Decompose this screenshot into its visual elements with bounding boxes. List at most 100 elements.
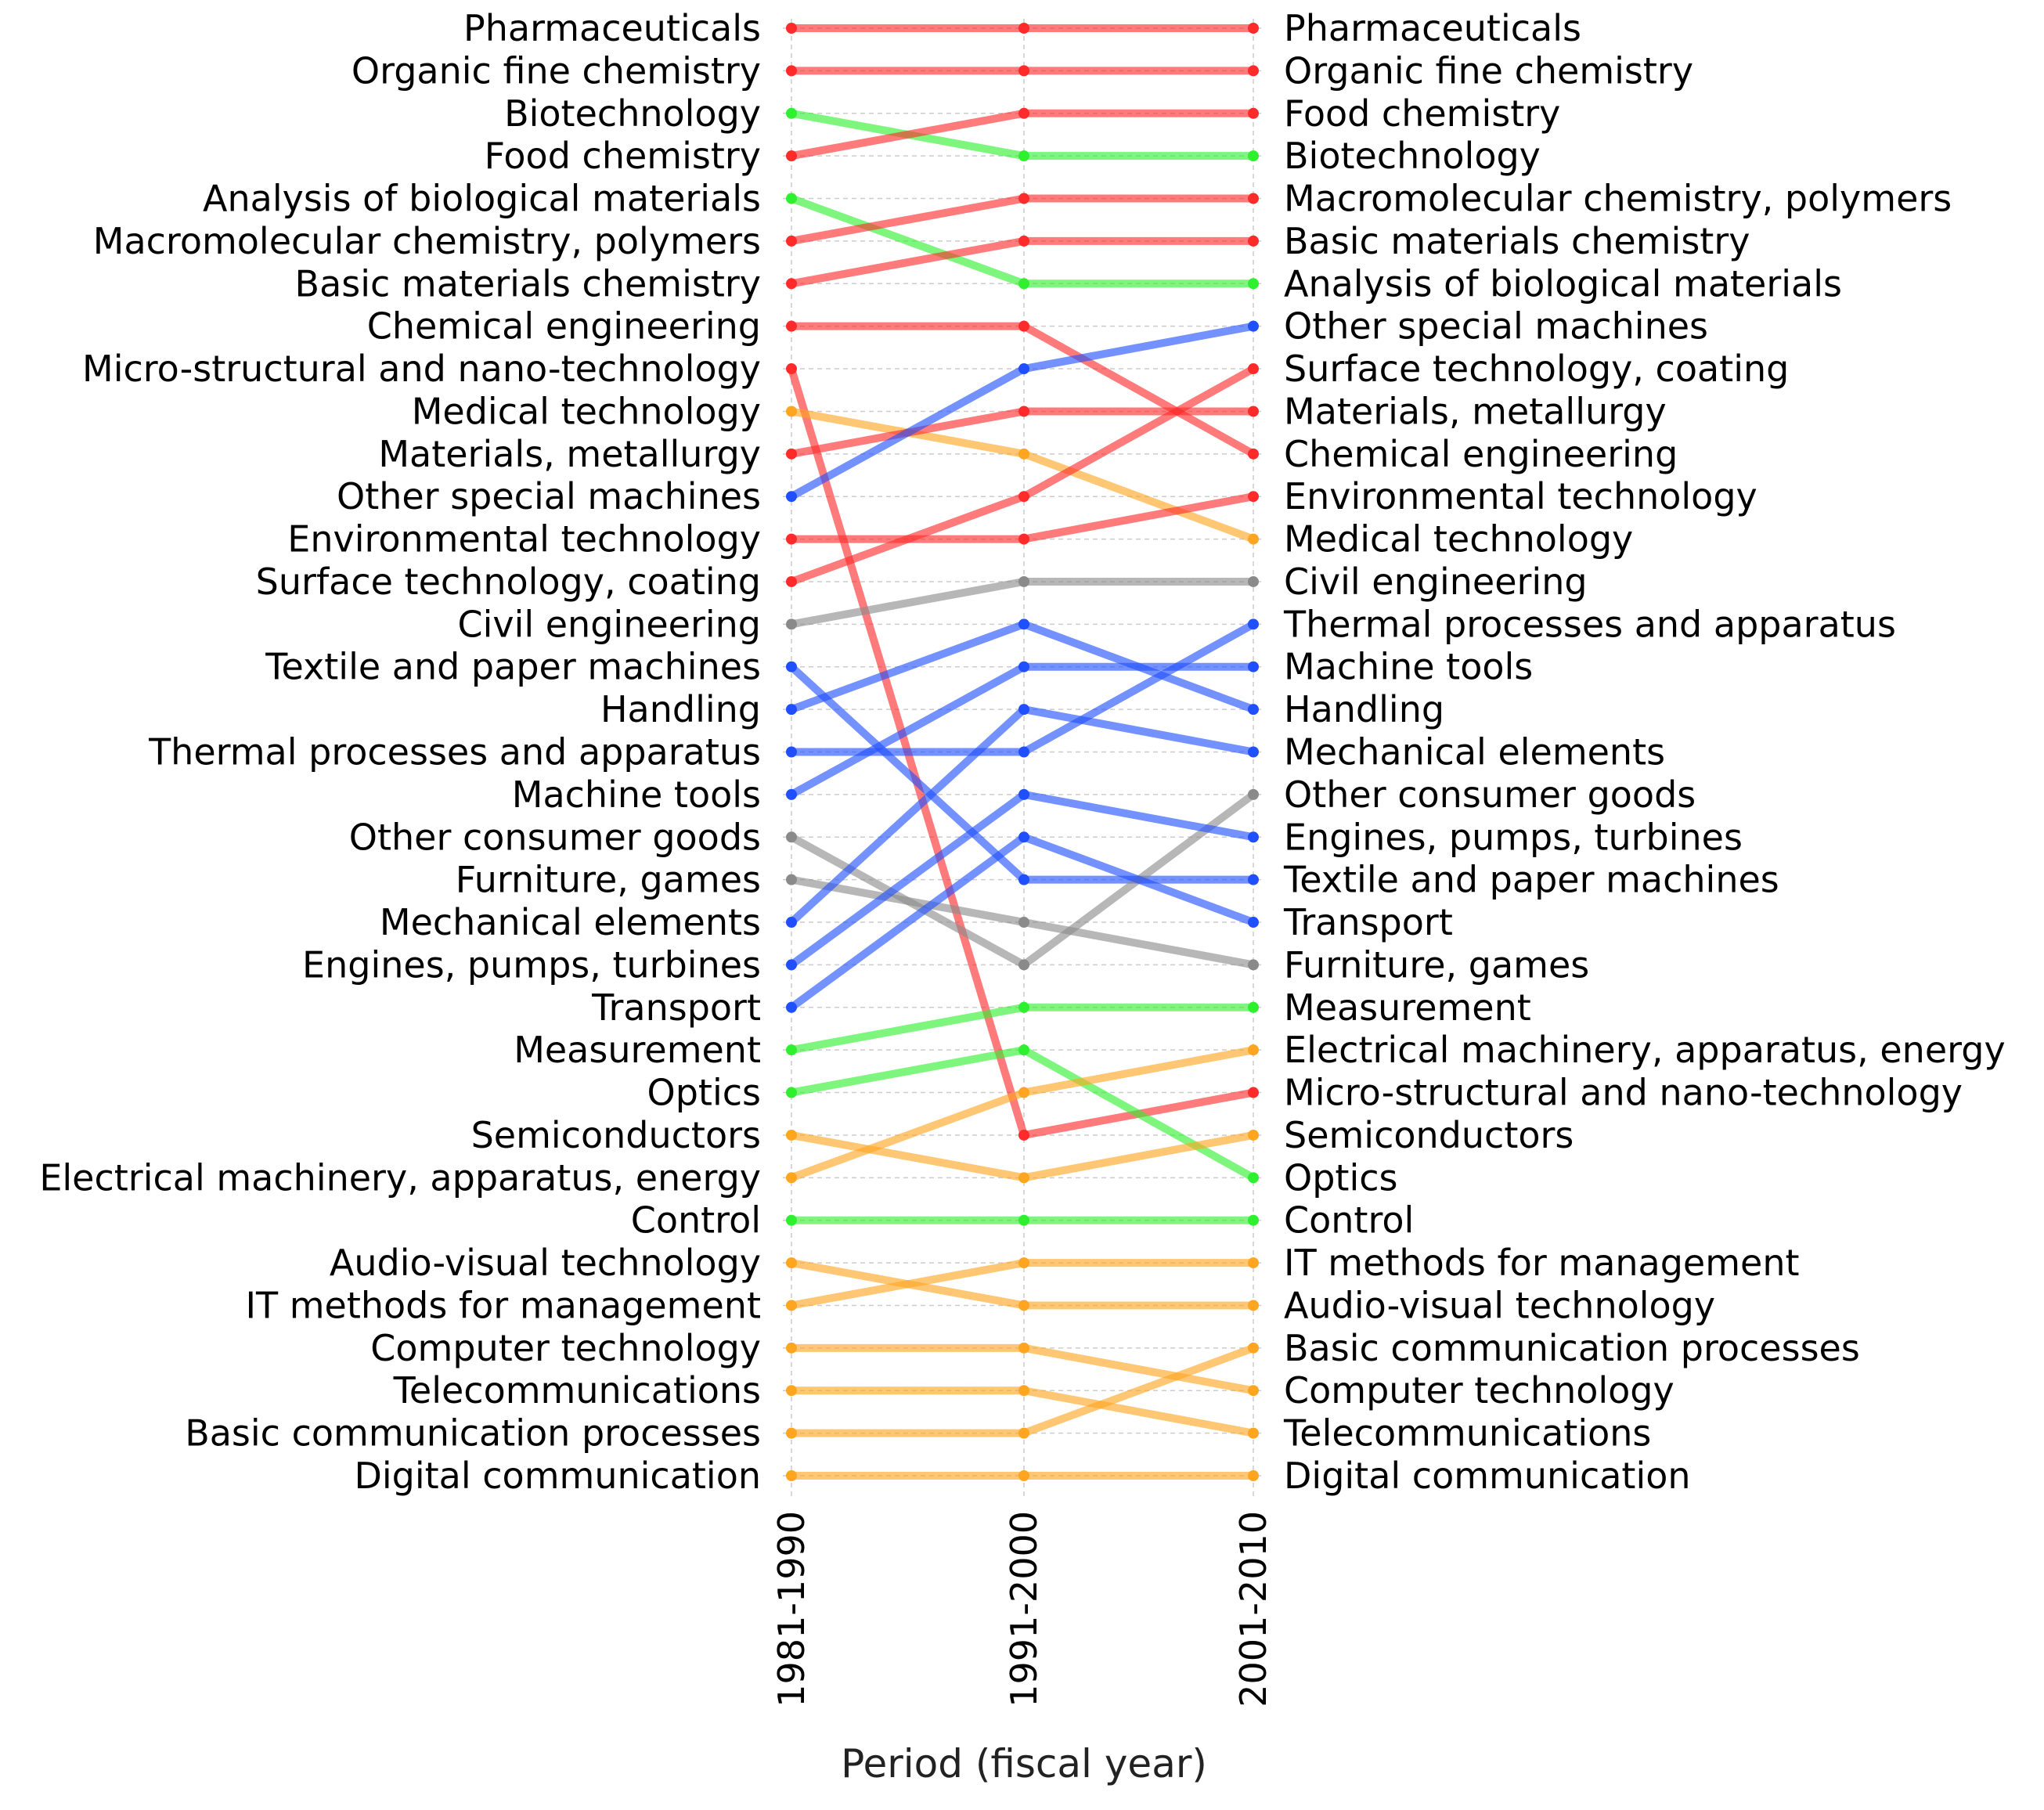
data-point xyxy=(786,575,797,587)
x-tick-label: 1991-2000 xyxy=(1003,1511,1045,1707)
data-point xyxy=(786,448,797,460)
left-rank-label: Semiconductors xyxy=(471,1114,761,1156)
data-point xyxy=(1018,788,1029,800)
right-rank-label: Macromolecular chemistry, polymers xyxy=(1284,178,1952,220)
data-point xyxy=(1018,406,1029,417)
right-rank-label: Optics xyxy=(1284,1156,1397,1199)
data-point xyxy=(1248,788,1259,800)
data-point xyxy=(786,1470,797,1481)
right-rank-label: Basic communication processes xyxy=(1284,1327,1860,1369)
data-point xyxy=(786,491,797,503)
data-point xyxy=(1018,618,1029,630)
data-point xyxy=(1018,491,1029,503)
left-rank-label: Basic materials chemistry xyxy=(295,262,761,305)
data-point xyxy=(1018,235,1029,247)
data-point xyxy=(1018,746,1029,758)
right-rank-label: Pharmaceuticals xyxy=(1284,7,1581,49)
right-rank-label: Civil engineering xyxy=(1284,561,1588,603)
series-points xyxy=(786,23,1259,1481)
data-point xyxy=(786,1172,797,1184)
data-point xyxy=(1248,448,1259,460)
data-point xyxy=(1018,193,1029,204)
left-rank-label: Optics xyxy=(647,1072,761,1114)
data-point xyxy=(786,193,797,204)
data-point xyxy=(1248,1257,1259,1269)
data-point xyxy=(786,1257,797,1269)
data-point xyxy=(1248,661,1259,672)
left-rank-label: Surface technology, coating xyxy=(256,561,761,603)
data-point xyxy=(1018,1300,1029,1311)
data-point xyxy=(1018,959,1029,971)
data-point xyxy=(1248,1470,1259,1481)
series-line xyxy=(788,1003,1257,1055)
right-rank-label: Audio-visual technology xyxy=(1284,1284,1715,1326)
data-point xyxy=(1018,1172,1029,1184)
data-point xyxy=(1018,661,1029,672)
data-point xyxy=(1018,278,1029,290)
data-point xyxy=(1018,533,1029,545)
series-line xyxy=(788,407,1257,543)
left-rank-label: Materials, metallurgy xyxy=(378,433,761,475)
data-point xyxy=(786,1129,797,1141)
data-point xyxy=(786,278,797,290)
left-rank-label: Micro-structural and nano-technology xyxy=(82,348,761,390)
data-point xyxy=(786,363,797,375)
right-rank-label: Furniture, games xyxy=(1284,943,1589,986)
data-point xyxy=(786,874,797,885)
data-point xyxy=(1248,278,1259,290)
data-point xyxy=(1018,320,1029,332)
right-rank-label: Biotechnology xyxy=(1284,135,1541,177)
right-rank-label: Electrical machinery, apparatus, energy xyxy=(1284,1029,2006,1071)
data-point xyxy=(786,406,797,417)
data-point xyxy=(1248,959,1259,971)
data-point xyxy=(1248,917,1259,928)
right-rank-label: Surface technology, coating xyxy=(1284,348,1789,390)
data-point xyxy=(1248,1087,1259,1098)
right-rank-label: Control xyxy=(1284,1199,1414,1242)
right-rank-label: Basic materials chemistry xyxy=(1284,220,1750,262)
data-point xyxy=(1018,917,1029,928)
left-rank-label: Food chemistry xyxy=(485,135,761,177)
x-tick-label: 2001-2010 xyxy=(1232,1511,1274,1707)
data-point xyxy=(1248,1214,1259,1226)
right-rank-label: Chemical engineering xyxy=(1284,433,1678,475)
left-rank-label: Engines, pumps, turbines xyxy=(302,943,761,986)
right-rank-label: Other consumer goods xyxy=(1284,773,1696,816)
left-rank-label: Telecommunications xyxy=(393,1369,761,1412)
data-point xyxy=(1018,1427,1029,1439)
right-rank-label: Digital communication xyxy=(1284,1455,1691,1497)
data-point xyxy=(786,1427,797,1439)
right-rank-label: Textile and paper machines xyxy=(1283,859,1779,901)
right-rank-label: Analysis of biological materials xyxy=(1284,262,1842,305)
left-rank-label: Digital communication xyxy=(354,1455,761,1497)
data-point xyxy=(1248,831,1259,843)
data-point xyxy=(1018,1044,1029,1056)
data-point xyxy=(786,618,797,630)
data-point xyxy=(1248,874,1259,885)
right-rank-label: Computer technology xyxy=(1284,1369,1674,1412)
left-rank-label: Audio-visual technology xyxy=(330,1242,761,1284)
data-point xyxy=(1018,704,1029,716)
data-point xyxy=(786,704,797,716)
left-rank-label: Basic communication processes xyxy=(185,1412,761,1455)
left-rank-label: Chemical engineering xyxy=(367,305,761,348)
data-point xyxy=(1248,193,1259,204)
data-point xyxy=(1018,107,1029,119)
data-point xyxy=(1248,704,1259,716)
data-point xyxy=(1018,1087,1029,1098)
data-point xyxy=(1248,235,1259,247)
data-point xyxy=(1248,1172,1259,1184)
series-line xyxy=(788,492,1257,543)
series-line xyxy=(788,322,1257,458)
data-point xyxy=(1018,1001,1029,1013)
data-point xyxy=(1018,1385,1029,1397)
data-point xyxy=(1018,65,1029,77)
data-point xyxy=(1248,150,1259,162)
series-line xyxy=(788,109,1257,160)
data-point xyxy=(1248,618,1259,630)
data-point xyxy=(1018,1214,1029,1226)
left-rank-label: Organic fine chemistry xyxy=(351,49,761,92)
series-line xyxy=(788,1343,1257,1395)
